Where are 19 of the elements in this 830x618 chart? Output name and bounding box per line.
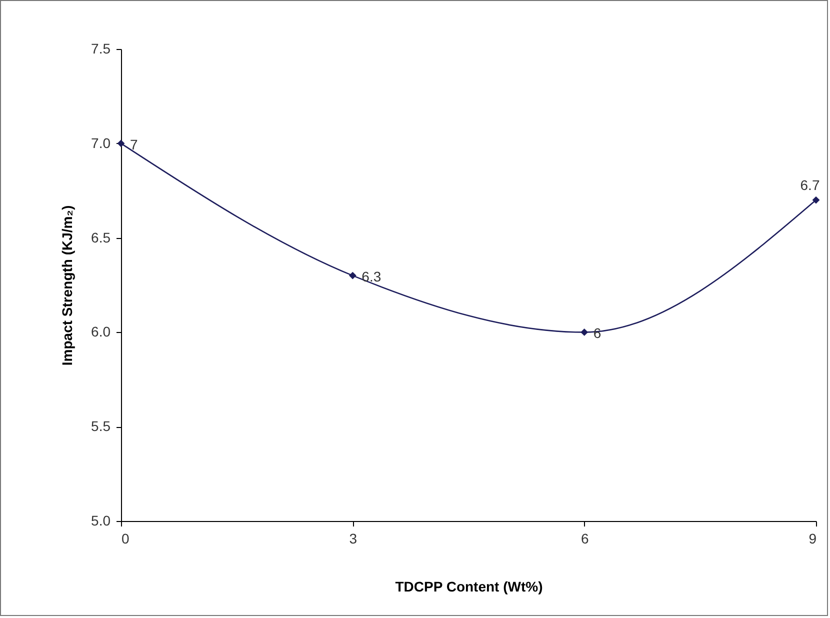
y-tick-label: 7.5 [91, 40, 111, 56]
y-tick-label: 6.0 [91, 324, 111, 340]
point [117, 140, 125, 148]
point [580, 328, 588, 336]
data-label: 6.7 [800, 177, 820, 194]
y-tick-label: 6.5 [91, 229, 111, 246]
x-tick-label: 3 [349, 530, 358, 546]
y-tick-label: 7.0 [91, 134, 111, 151]
y-tick-label: 5.0 [91, 512, 111, 528]
y-axis-title: Impact Strength (KJ/m₂) [59, 205, 76, 366]
x-tick-label: 0 [122, 530, 130, 546]
x-tick-label: 6 [580, 530, 589, 546]
point [812, 196, 820, 204]
data-label: 7 [130, 136, 138, 152]
x-axis-title: TDCPP Content (Wt%) [395, 578, 543, 594]
data-label: 6.3 [362, 268, 382, 285]
y-tick-label: 5.5 [91, 418, 111, 434]
point [348, 272, 356, 280]
x-tick-label: 9 [808, 530, 817, 546]
